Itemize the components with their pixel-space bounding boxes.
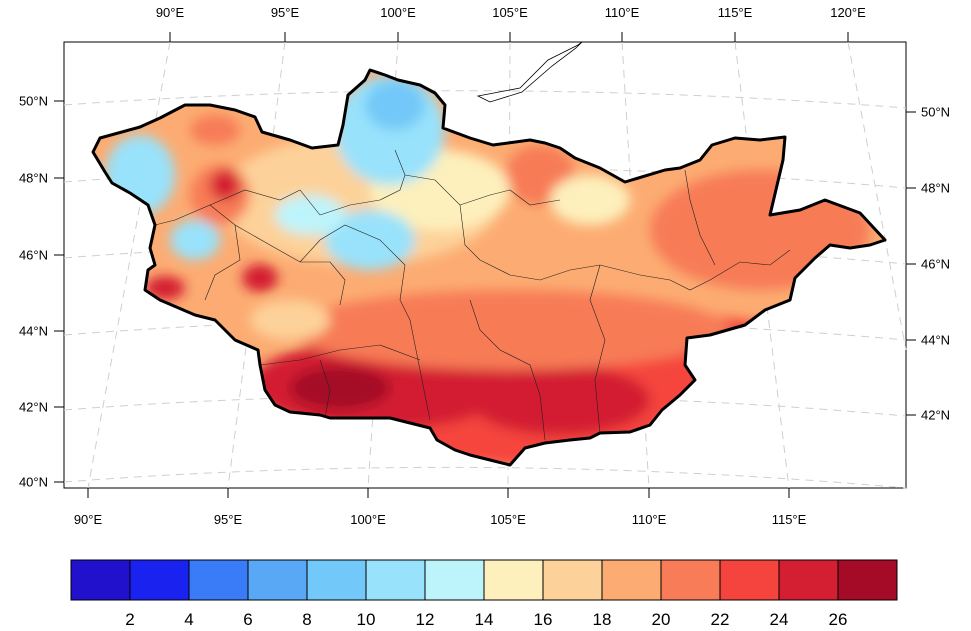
lat-label-right-44: 44°N [921,332,951,348]
lat-label-right-42: 42°N [921,407,951,423]
lat-label-left-42: 42°N [18,399,48,415]
lat-label-left-40: 40°N [18,474,48,490]
colorbar-label: 12 [415,610,435,629]
lon-label-top-120: 120°E [830,5,866,20]
colorbar [70,559,898,601]
lon-label-top-95: 95°E [270,5,300,20]
lon-label-bottom-110: 110°E [631,512,667,527]
lon-label-bottom-95: 95°E [213,512,243,527]
colorbar-label: 16 [533,610,553,629]
lon-label-top-110: 110°E [604,5,640,20]
colorbar-box [837,559,898,601]
colorbar-label: 14 [474,610,494,629]
lat-label-left-46: 46°N [18,247,48,263]
lon-label-top-115: 115°E [717,5,753,20]
colorbar-label: 18 [592,610,612,629]
colorbar-box [660,559,721,601]
lon-label-top-105: 105°E [492,5,528,20]
colorbar-box [365,559,426,601]
lat-label-left-44: 44°N [18,323,48,339]
colorbar-box [424,559,485,601]
colorbar-label: 22 [710,610,730,629]
colorbar-label: 2 [125,610,135,629]
axis-ticks [54,32,916,498]
colorbar-label: 10 [356,610,376,629]
colorbar-label: 4 [184,610,194,629]
colorbar-box [247,559,308,601]
colorbar-box [188,559,249,601]
colorbar-label: 24 [769,610,789,629]
lon-label-top-100: 100°E [380,5,416,20]
lon-label-bottom-115: 115°E [771,512,807,527]
lon-label-bottom-90: 90°E [73,512,103,527]
mongolia-border [91,68,887,467]
lat-label-right-50: 50°N [921,104,951,120]
colorbar-label: 8 [302,610,312,629]
colorbar-label: 26 [828,610,848,629]
lat-label-right-46: 46°N [921,256,951,272]
lon-label-bottom-105: 105°E [490,512,526,527]
colorbar-label: 6 [243,610,253,629]
lat-label-left-48: 48°N [18,170,48,186]
colorbar-box [306,559,367,601]
lat-label-left-50: 50°N [18,93,48,109]
colorbar-box [70,559,131,601]
lon-label-top-90: 90°E [155,5,185,20]
colorbar-box [129,559,190,601]
province-borders [154,149,791,441]
colorbar-box [601,559,662,601]
colorbar-box [719,559,780,601]
lon-label-bottom-100: 100°E [350,512,386,527]
lake-baikal-outline [476,41,583,103]
colorbar-box [778,559,839,601]
colorbar-box [483,559,544,601]
colorbar-box [542,559,603,601]
colorbar-label: 20 [651,610,671,629]
lat-label-right-48: 48°N [921,180,951,196]
